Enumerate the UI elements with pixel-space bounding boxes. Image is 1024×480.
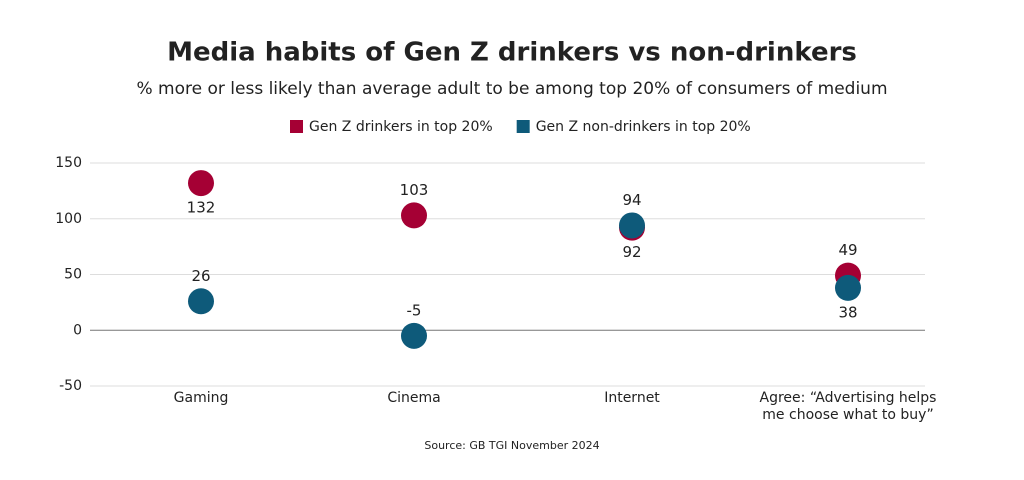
dot xyxy=(619,212,645,239)
dot xyxy=(188,170,214,197)
dot xyxy=(188,288,214,315)
legend-swatch xyxy=(516,120,530,133)
data-label: 132 xyxy=(187,199,216,217)
data-label: 38 xyxy=(838,303,857,321)
y-tick-label: 150 xyxy=(55,155,82,171)
source-note: Source: GB TGI November 2024 xyxy=(424,439,599,452)
y-tick-label: -50 xyxy=(59,378,82,394)
x-tick-label: Gaming xyxy=(173,390,229,406)
data-label: 26 xyxy=(191,267,210,285)
legend-label: Gen Z drinkers in top 20% xyxy=(309,119,493,135)
chart-title: Media habits of Gen Z drinkers vs non-dr… xyxy=(167,38,857,68)
data-label: 103 xyxy=(400,181,429,199)
y-tick-label: 0 xyxy=(73,322,82,338)
dot xyxy=(401,202,427,229)
legend-swatch xyxy=(290,120,303,133)
data-label: 92 xyxy=(622,243,641,261)
legend-label: Gen Z non-drinkers in top 20% xyxy=(536,119,751,135)
data-label: -5 xyxy=(407,301,422,319)
x-tick-label: Internet xyxy=(604,390,660,406)
x-tick-label: Agree: “Advertising helps me choose what… xyxy=(759,390,937,423)
y-tick-label: 100 xyxy=(55,211,82,227)
data-label: 49 xyxy=(838,241,857,259)
x-tick-label: Cinema xyxy=(387,390,441,406)
dot xyxy=(835,274,861,301)
data-label: 94 xyxy=(622,191,641,209)
chart-subtitle: % more or less likely than average adult… xyxy=(136,79,887,99)
y-tick-label: 50 xyxy=(64,267,82,283)
dot xyxy=(401,322,427,349)
